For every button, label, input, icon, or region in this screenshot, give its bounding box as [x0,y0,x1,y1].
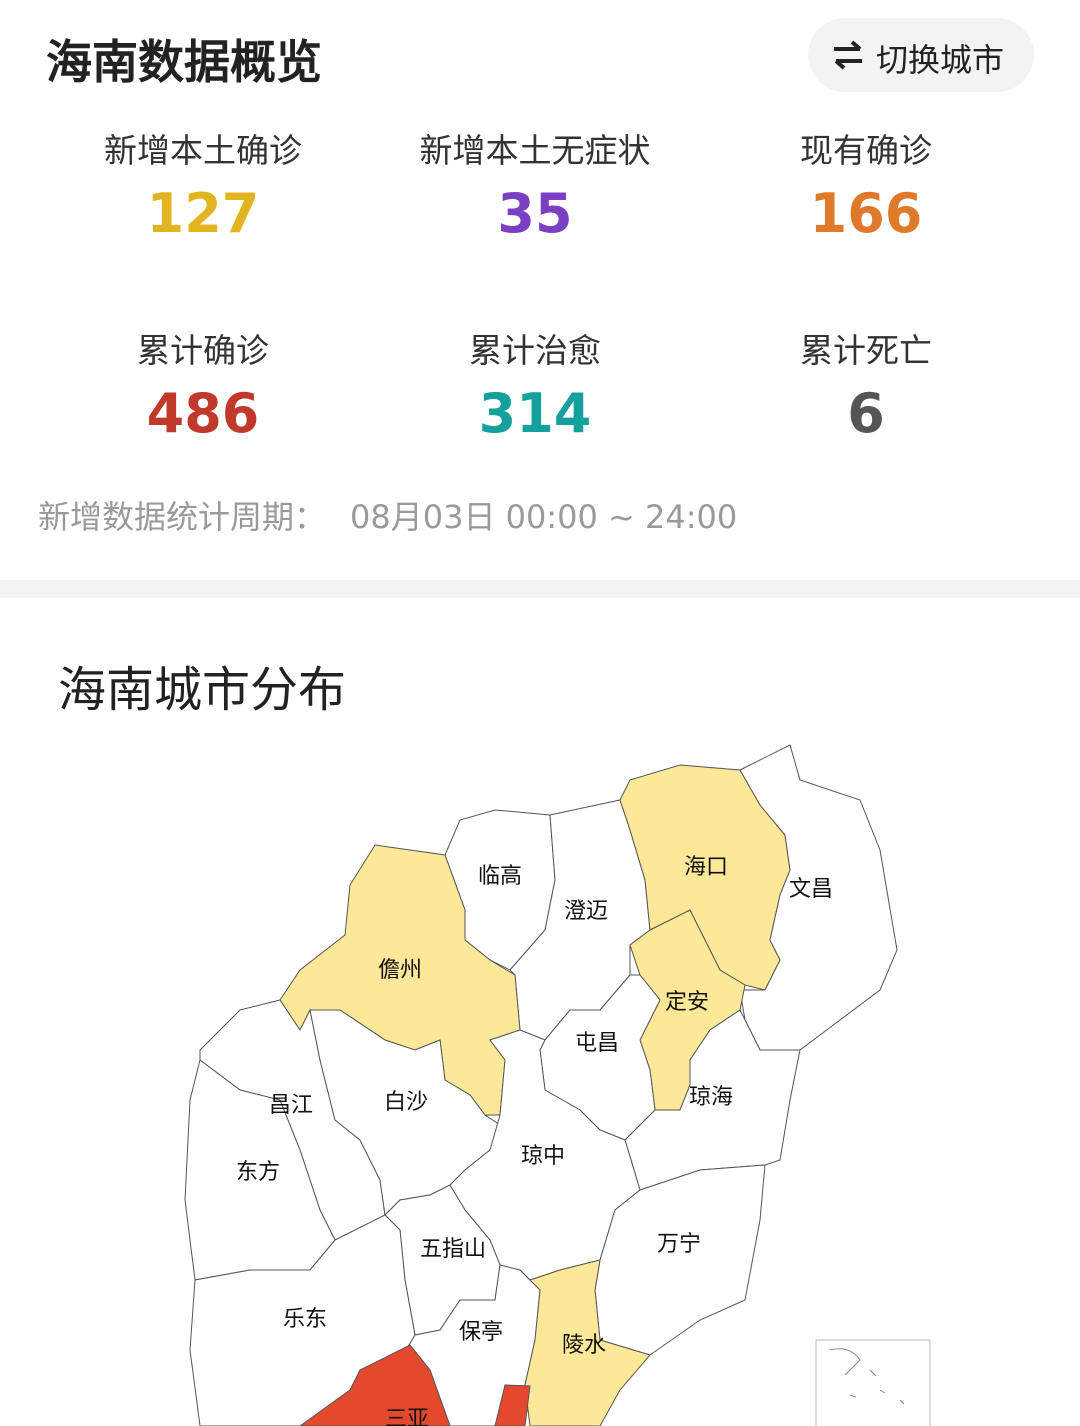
region [299,1344,531,1426]
stat: 累计确诊 486 [38,324,368,445]
period-label: 新增数据统计周期： [38,498,327,536]
stat-label: 新增本土无症状 [419,131,651,170]
stat-value: 166 [809,182,923,245]
region-label: 儋州 [378,958,422,983]
stat-label: 累计治愈 [469,331,601,370]
swap-icon [834,40,862,70]
region [594,1164,766,1356]
stat-value: 6 [847,382,885,445]
region-label: 临高 [478,864,522,889]
period: 新增数据统计周期： 08月03日 00:00 ~ 24:00 [38,492,737,538]
region-label: 东方 [236,1160,280,1185]
region-label: 保亭 [459,1320,503,1345]
switch-city-button[interactable]: 切换城市 [808,18,1034,92]
stat-label: 累计确诊 [137,331,269,370]
stat-value: 486 [146,382,260,445]
region [519,1259,651,1426]
region-label: 万宁 [657,1232,701,1257]
switch-city-label: 切换城市 [876,41,1005,79]
stat-label: 累计死亡 [800,331,932,370]
period-value: 08月03日 00:00 ~ 24:00 [350,498,738,536]
map-title: 海南城市分布 [58,662,347,718]
region-label: 文昌 [789,877,833,902]
region-label: 陵水 [562,1333,606,1358]
divider [0,580,1080,598]
stat-value: 314 [478,382,592,445]
region-label: 定安 [665,990,709,1015]
region-label: 海口 [684,855,728,880]
region-label: 白沙 [384,1090,428,1115]
stat: 累计治愈 314 [370,324,700,445]
region-label: 三亚 [385,1407,429,1426]
stat: 新增本土无症状 35 [370,124,700,245]
region-label: 澄迈 [564,899,608,924]
stat: 现有确诊 166 [701,124,1031,245]
stat: 新增本土确诊 127 [38,124,368,245]
region-label: 乐东 [283,1307,327,1332]
stat-label: 现有确诊 [800,131,932,170]
region-label: 屯昌 [575,1031,619,1056]
inset-map-lines [829,1348,905,1405]
region-label: 昌江 [269,1093,313,1118]
stat-value: 35 [497,182,573,245]
stat-label: 新增本土确诊 [104,131,302,170]
region-label: 琼中 [521,1144,565,1169]
stat: 累计死亡 6 [701,324,1031,445]
overview-title: 海南数据概览 [46,35,322,89]
stat-value: 127 [146,182,260,245]
inset-map [815,1339,931,1426]
region-label: 五指山 [420,1237,486,1262]
region-label: 琼海 [689,1085,733,1110]
